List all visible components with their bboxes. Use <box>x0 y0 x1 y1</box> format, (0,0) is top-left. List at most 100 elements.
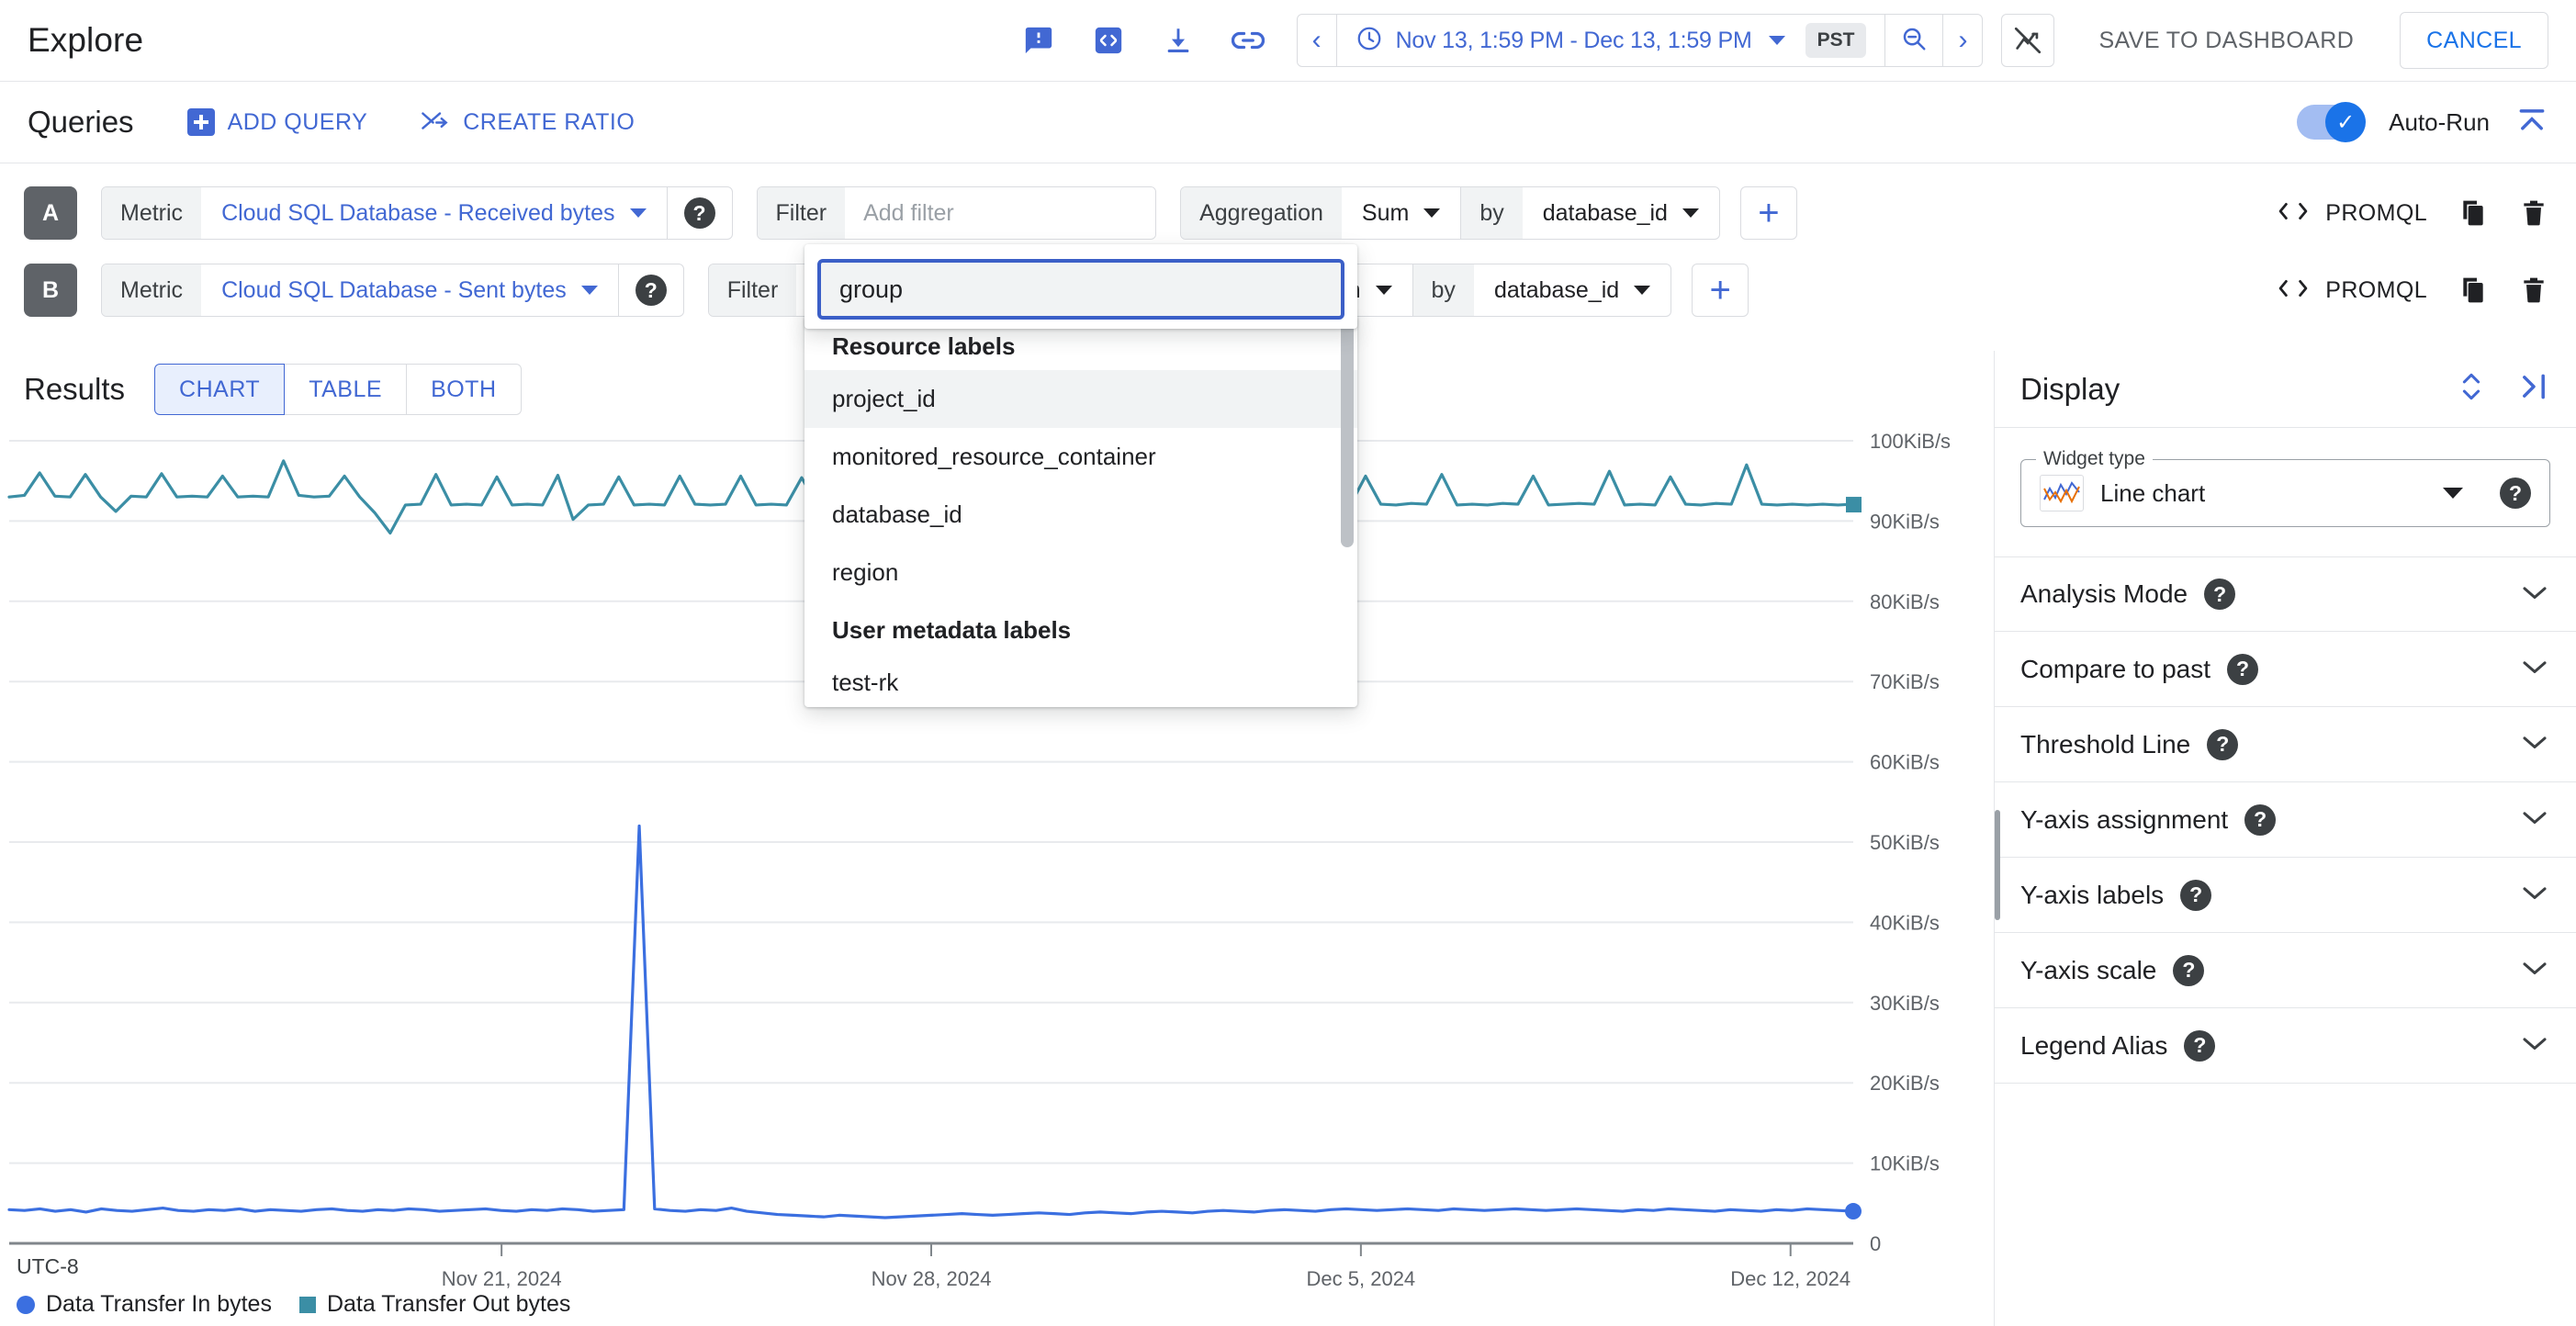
cancel-button[interactable]: CANCEL <box>2400 12 2548 69</box>
trash-icon[interactable] <box>2519 198 2548 228</box>
expand-collapse-icon[interactable] <box>2457 369 2486 409</box>
section-y-axis-labels[interactable]: Y-axis labels ? <box>1995 858 2576 933</box>
help-icon[interactable]: ? <box>2500 478 2531 509</box>
section-label: Compare to past <box>2020 654 2210 683</box>
legend-marker-circle <box>17 1295 35 1314</box>
collapse-right-icon[interactable] <box>2517 372 2550 406</box>
chevron-down-icon <box>2519 582 2550 607</box>
help-icon[interactable]: ? <box>683 197 715 229</box>
chevron-right-icon: › <box>1958 25 1968 55</box>
aggregation-select-a[interactable]: Sum <box>1342 187 1460 239</box>
filter-search-value: group <box>839 275 904 303</box>
add-query-button[interactable]: ADD QUERY <box>186 108 368 136</box>
help-icon[interactable]: ? <box>2173 954 2205 986</box>
help-icon[interactable]: ? <box>2184 1029 2216 1062</box>
results-toolbar: Results CHART TABLE BOTH <box>0 351 1993 428</box>
svg-text:90KiB/s: 90KiB/s <box>1870 510 1940 533</box>
queries-title: Queries <box>28 105 134 139</box>
zoom-out-button[interactable] <box>1885 15 1942 66</box>
date-range-next-button[interactable]: › <box>1943 15 1982 66</box>
duplicate-icon[interactable] <box>2458 198 2488 228</box>
help-icon[interactable]: ? <box>2204 579 2236 610</box>
section-label: Y-axis scale <box>2020 955 2157 984</box>
timezone-badge[interactable]: PST <box>1805 23 1867 58</box>
section-legend-alias[interactable]: Legend Alias ? <box>1995 1008 2576 1084</box>
tab-chart[interactable]: CHART <box>154 364 286 415</box>
promql-button-a[interactable]: PROMQL <box>2276 200 2427 227</box>
help-icon[interactable]: ? <box>635 275 667 306</box>
promql-label: PROMQL <box>2325 276 2427 303</box>
chevron-down-icon <box>2519 1033 2550 1058</box>
dropdown-item-region[interactable]: region <box>832 558 899 586</box>
queries-toolbar-right: ✓ Auto-Run <box>2297 102 2548 142</box>
legend-item-out[interactable]: Data Transfer Out bytes <box>298 1291 570 1318</box>
zoom-out-icon <box>1900 25 1928 57</box>
legend-item-in[interactable]: Data Transfer In bytes <box>17 1291 272 1318</box>
add-query-label: ADD QUERY <box>227 108 368 135</box>
tab-table[interactable]: TABLE <box>285 364 408 415</box>
section-y-axis-scale[interactable]: Y-axis scale ? <box>1995 933 2576 1008</box>
display-panel-header: Display <box>1995 351 2576 428</box>
link-icon[interactable] <box>1229 21 1267 60</box>
promql-button-b[interactable]: PROMQL <box>2276 277 2427 304</box>
ratio-icon <box>421 108 450 137</box>
dropdown-item-monitored-resource-container[interactable]: monitored_resource_container <box>832 443 1156 470</box>
chevron-down-icon <box>2519 657 2550 681</box>
collapse-up-icon[interactable] <box>2515 106 2548 140</box>
query-badge: B <box>24 264 77 317</box>
by-label: by <box>1461 187 1523 239</box>
tab-both[interactable]: BOTH <box>407 364 522 415</box>
help-icon[interactable]: ? <box>2207 728 2239 760</box>
hide-chart-icon[interactable] <box>2001 14 2055 67</box>
metric-label: Metric <box>102 187 202 239</box>
metric-label: Metric <box>102 264 202 316</box>
download-icon[interactable] <box>1159 21 1198 60</box>
dropdown-item-test-rk[interactable]: test-rk <box>832 669 899 696</box>
help-icon[interactable]: ? <box>2227 653 2258 685</box>
dropdown-item-database-id[interactable]: database_id <box>832 500 962 528</box>
dropdown-item-project-id[interactable]: project_id <box>804 370 1357 428</box>
filter-input-a[interactable] <box>845 187 1156 239</box>
section-threshold-line[interactable]: Threshold Line ? <box>1995 707 2576 782</box>
divider <box>617 264 619 316</box>
date-range-prev-button[interactable]: ‹ <box>1298 15 1336 66</box>
svg-text:Dec 12, 2024: Dec 12, 2024 <box>1730 1267 1850 1290</box>
chevron-down-icon <box>2519 807 2550 832</box>
display-panel-scrollbar[interactable] <box>1995 810 2000 920</box>
widget-type-legend: Widget type <box>2036 448 2153 470</box>
metric-select-b[interactable]: Cloud SQL Database - Sent bytes <box>201 264 618 316</box>
save-to-dashboard-button[interactable]: SAVE TO DASHBOARD <box>2098 27 2355 53</box>
create-ratio-button[interactable]: CREATE RATIO <box>421 108 635 137</box>
add-grouping-button-b[interactable]: + <box>1692 264 1749 317</box>
filter-dropdown-search-panel: group <box>804 244 1357 329</box>
trash-icon[interactable] <box>2519 275 2548 305</box>
auto-run-toggle[interactable]: ✓ <box>2297 102 2367 142</box>
group-by-select-a[interactable]: database_id <box>1523 187 1719 239</box>
date-range-value[interactable]: Nov 13, 1:59 PM - Dec 13, 1:59 PM PST <box>1337 15 1885 66</box>
section-y-axis-assignment[interactable]: Y-axis assignment ? <box>1995 782 2576 858</box>
svg-text:10KiB/s: 10KiB/s <box>1870 1152 1940 1175</box>
section-compare-to-past[interactable]: Compare to past ? <box>1995 632 2576 707</box>
date-range-picker[interactable]: ‹ Nov 13, 1:59 PM - Dec 13, 1:59 PM PST … <box>1296 14 1984 67</box>
query-badge: A <box>24 186 77 240</box>
section-analysis-mode[interactable]: Analysis Mode ? <box>1995 556 2576 632</box>
feedback-icon[interactable] <box>1019 21 1058 60</box>
metric-value: Cloud SQL Database - Received bytes <box>221 199 615 226</box>
help-icon[interactable]: ? <box>2180 879 2212 911</box>
code-icon[interactable] <box>1089 21 1128 60</box>
duplicate-icon[interactable] <box>2458 275 2488 305</box>
display-header-actions <box>2457 369 2550 409</box>
group-by-select-b[interactable]: database_id <box>1474 264 1670 316</box>
section-label: Threshold Line <box>2020 729 2191 759</box>
widget-type-select[interactable]: Widget type Line chart ? <box>2020 448 2550 527</box>
add-grouping-button-a[interactable]: + <box>1739 186 1797 240</box>
section-label: Analysis Mode <box>2020 579 2188 608</box>
dropdown-section-heading-resource: Resource labels <box>832 332 1016 360</box>
svg-text:50KiB/s: 50KiB/s <box>1870 831 1940 854</box>
filter-search-box[interactable]: group <box>817 259 1344 320</box>
metric-field-group-b: Metric Cloud SQL Database - Sent bytes ? <box>101 264 684 317</box>
help-icon[interactable]: ? <box>2244 803 2277 836</box>
filter-field-group-a: Filter <box>756 186 1157 240</box>
metric-select-a[interactable]: Cloud SQL Database - Received bytes <box>201 187 666 239</box>
divider <box>666 187 668 239</box>
